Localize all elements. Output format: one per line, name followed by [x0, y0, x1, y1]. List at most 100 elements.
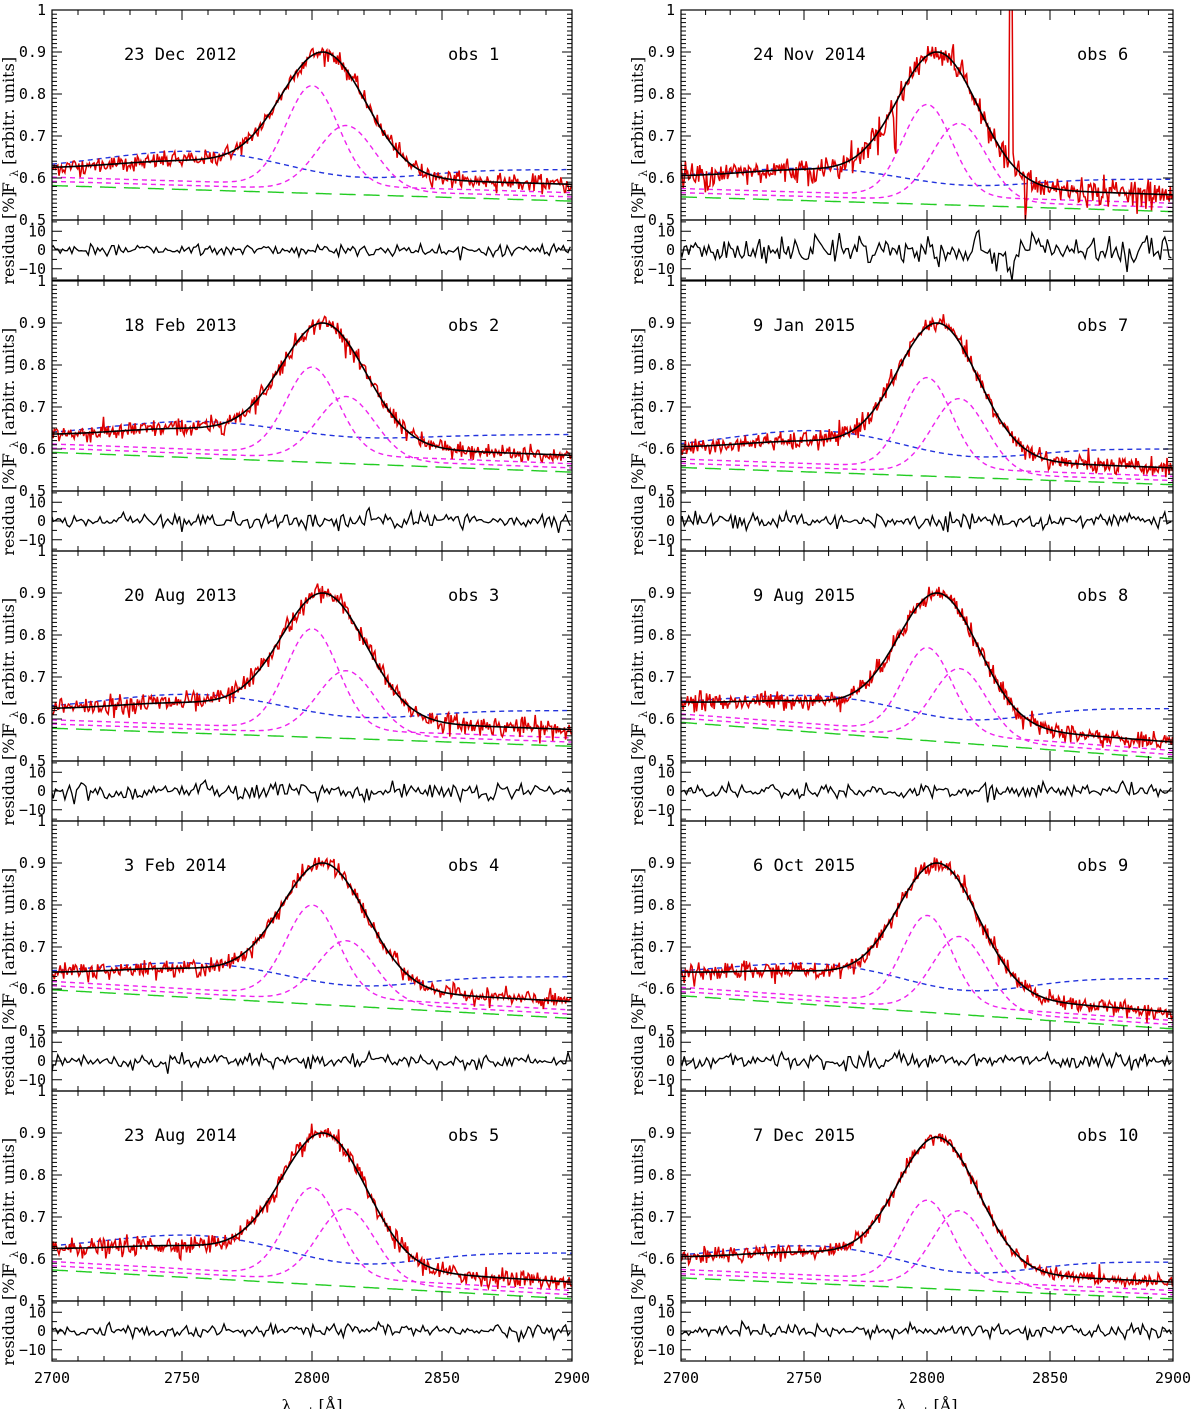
y-axis-title: F λ [arbitr. units] [628, 328, 650, 464]
residual-tick-label: 10 [657, 1033, 675, 1051]
residual-tick-label: 10 [28, 763, 46, 781]
y-tick-label: 0.5 [648, 482, 675, 500]
plot-area [52, 1123, 572, 1300]
residual-tick-label: −10 [19, 1071, 46, 1089]
panel-date-label: 6 Oct 2015 [753, 856, 855, 876]
y-tick-label: 0.5 [648, 1292, 675, 1310]
panel-obs-label: obs 4 [448, 856, 499, 876]
residual-axis-title: residua [%] [0, 462, 18, 555]
plot-area [681, 857, 1173, 1030]
y-tick-label: 0.6 [19, 169, 46, 187]
x-axis-title: λrest [Å] [281, 1395, 342, 1409]
plot-area [681, 1133, 1173, 1300]
x-tick-label: 2850 [1032, 1369, 1068, 1387]
y-axis-title: F λ [arbitr. units] [0, 57, 21, 193]
residual-axis-title: residua [%] [0, 732, 18, 825]
y-tick-label: 0.8 [648, 626, 675, 644]
y-tick-label: 0.9 [648, 584, 675, 602]
y-tick-label: 0.5 [19, 1022, 46, 1040]
residual-area [52, 506, 571, 533]
y-tick-label: 0.9 [648, 314, 675, 332]
y-tick-label: 0.9 [19, 584, 46, 602]
panel-obs-label: obs 5 [448, 1126, 499, 1146]
residual-axis-title: residua [%] [628, 1002, 647, 1095]
y-tick-label: 1 [666, 1, 675, 19]
observed-spectrum [681, 586, 1173, 749]
residual-tick-label: 10 [657, 493, 675, 511]
residual-tick-label: −10 [19, 801, 46, 819]
y-tick-label: 0.7 [19, 1208, 46, 1226]
y-tick-label: 0.7 [19, 127, 46, 145]
residual-tick-label: −10 [19, 531, 46, 549]
y-tick-label: 0.7 [648, 398, 675, 416]
residual-line [52, 506, 571, 533]
y-tick-label: 0.8 [19, 356, 46, 374]
plot-area [681, 586, 1173, 760]
mgii-component-2-line [52, 1207, 572, 1296]
observed-spectrum [681, 1133, 1173, 1288]
residual-tick-label: 10 [657, 1303, 675, 1321]
residual-line [681, 1319, 1172, 1342]
y-tick-label: 1 [37, 1, 46, 19]
y-tick-label: 0.5 [648, 752, 675, 770]
y-tick-label: 0.6 [648, 980, 675, 998]
panel-obs-label: obs 2 [448, 316, 499, 336]
y-tick-label: 0.8 [19, 85, 46, 103]
residual-line [681, 779, 1172, 803]
total-fit-line [52, 322, 572, 457]
residual-area [52, 1320, 571, 1343]
mgii-component-2-line [52, 939, 572, 1015]
main-axes-frame [51, 280, 573, 492]
x-tick-label: 2750 [164, 1369, 200, 1387]
feii-template-line [681, 196, 1173, 213]
y-tick-label: 0.7 [19, 398, 46, 416]
main-axes-frame [51, 820, 573, 1032]
feii-template-line [681, 721, 1173, 760]
residual-line [52, 779, 571, 805]
panel-date-label: 7 Dec 2015 [753, 1126, 855, 1146]
y-tick-label: 0.9 [648, 1124, 675, 1142]
total-fit-line [681, 862, 1173, 1013]
main-axes-frame [680, 550, 1174, 762]
residual-area [52, 779, 571, 805]
residual-tick-label: 10 [28, 1303, 46, 1321]
panel-date-label: 23 Aug 2014 [124, 1126, 237, 1146]
y-tick-label: 0.6 [648, 1250, 675, 1268]
total-fit-line [52, 592, 572, 731]
residual-area [681, 1048, 1172, 1072]
total-fit-line [52, 51, 572, 186]
y-tick-label: 0.7 [648, 668, 675, 686]
y-axis-title: F λ [arbitr. units] [628, 868, 650, 1004]
plot-area [52, 583, 572, 747]
x-tick-label: 2900 [554, 1369, 590, 1387]
residual-tick-label: −10 [19, 1341, 46, 1359]
panel-date-label: 9 Jan 2015 [753, 316, 855, 336]
y-tick-label: 1 [666, 272, 675, 290]
observed-spectrum [681, 857, 1173, 1023]
y-tick-label: 0.8 [648, 85, 675, 103]
mgii-component-1-line [681, 103, 1173, 204]
broad-component-line [681, 962, 1173, 992]
y-tick-label: 0.6 [648, 440, 675, 458]
observed-spectrum [681, 314, 1173, 478]
y-tick-label: 0.7 [19, 668, 46, 686]
residual-axis-title: residua [%] [628, 1272, 647, 1365]
mgii-component-2-line [681, 667, 1173, 756]
residual-axis-title: residua [%] [0, 191, 18, 284]
residual-area [52, 241, 571, 261]
residual-axis-title: residua [%] [628, 462, 647, 555]
panel-date-label: 9 Aug 2015 [753, 586, 855, 606]
y-tick-label: 0.6 [648, 169, 675, 187]
residual-area [681, 1319, 1172, 1342]
panel-date-label: 24 Nov 2014 [753, 45, 866, 65]
y-tick-label: 0.8 [648, 1166, 675, 1184]
mgii-component-1-line [52, 84, 572, 194]
feii-template-line [52, 451, 572, 473]
panel-obs-label: obs 8 [1077, 586, 1128, 606]
y-tick-label: 0.8 [19, 626, 46, 644]
observed-spectrum [681, 10, 1173, 220]
residual-tick-label: 10 [657, 763, 675, 781]
broad-component-line [52, 1234, 572, 1265]
